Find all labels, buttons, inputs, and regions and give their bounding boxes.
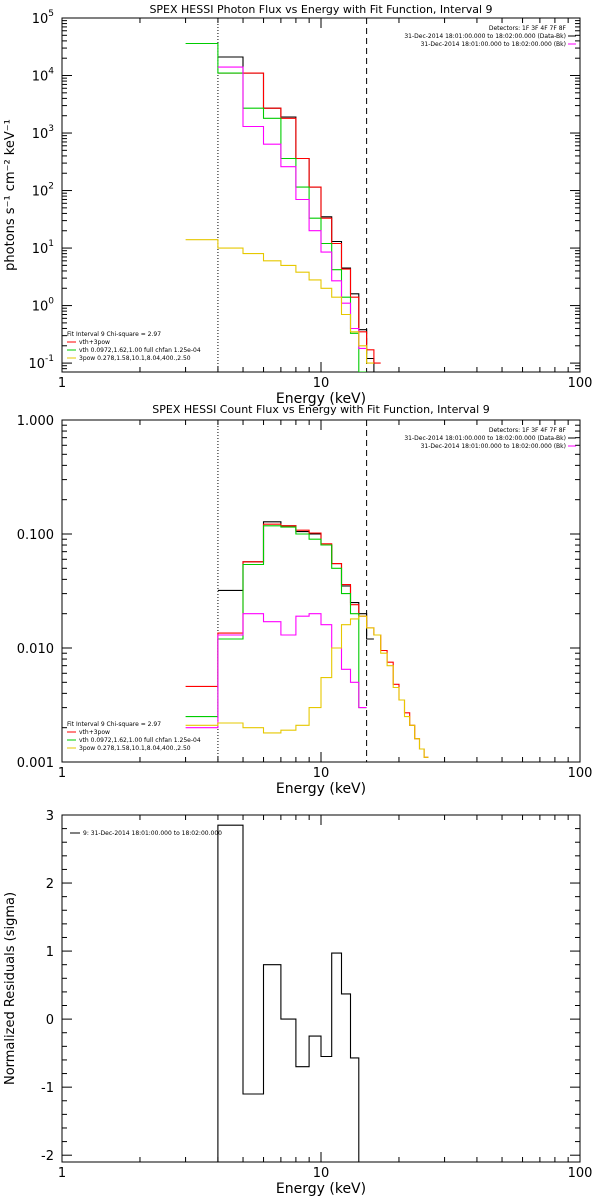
legend-entry: vth+3pow [79, 339, 110, 346]
y-tick-label: 101 [32, 239, 54, 257]
legend-entry: Detectors: 1F 3F 4F 7F 8F [489, 25, 567, 32]
y-tick-label: 105 [32, 9, 54, 27]
series-3-step [185, 42, 367, 372]
x-tick-label: 100 [568, 1166, 593, 1181]
y-tick-label: -2 [41, 1149, 54, 1164]
series-2-step [217, 72, 381, 364]
legend-entry: 31-Dec-2014 18:01:00.000 to 18:02:00.000… [421, 443, 566, 450]
legend-entry: Fit Interval 9 Chi-square = 2.97 [67, 721, 161, 728]
legend-entry: Fit Interval 9 Chi-square = 2.97 [67, 331, 161, 338]
y-tick-label: 0.001 [17, 756, 54, 771]
y-tick-label: 0.010 [17, 642, 54, 657]
x-tick-label: 1 [58, 1166, 66, 1181]
data-area [217, 824, 367, 1162]
legend-bottom-left: Fit Interval 9 Chi-square = 2.97vth+3pow… [67, 721, 201, 752]
x-axis-label: Energy (keV) [276, 781, 366, 797]
legend-bottom-left: Fit Interval 9 Chi-square = 2.97vth+3pow… [67, 331, 201, 362]
y-axis: 10-1 100 101 102 103 104 105 [28, 9, 580, 373]
legend-entry: Detectors: 1F 3F 4F 7F 8F [489, 427, 567, 434]
legend-entry: 31-Dec-2014 18:01:00.000 to 18:02:00.000… [421, 41, 566, 48]
legend-entry: 31-Dec-2014 18:01:00.000 to 18:02:00.000… [404, 435, 566, 442]
y-axis: -2 -1 0 1 2 3 [41, 809, 580, 1164]
x-axis: 1 10 100 [58, 815, 593, 1181]
x-tick-label: 1 [58, 376, 66, 391]
x-axis: 1 10 100 [58, 18, 593, 391]
y-tick-label: -1 [41, 1081, 54, 1096]
y-axis-label: photons s⁻¹ cm⁻² keV⁻¹ [3, 119, 18, 271]
chart-title: SPEX HESSI Count Flux vs Energy with Fit… [152, 403, 489, 416]
series-4-step [217, 66, 367, 349]
series-5-step [185, 615, 429, 758]
x-tick-label: 100 [568, 376, 593, 391]
x-axis: 1 10 100 [58, 420, 593, 781]
series-5-step [185, 239, 374, 364]
y-tick-label: 3 [46, 809, 54, 824]
x-axis-label: Energy (keV) [276, 1181, 366, 1197]
y-tick-label: 104 [32, 67, 55, 85]
series-3-step [185, 525, 367, 718]
x-tick-label: 10 [313, 376, 330, 391]
chart-panel-1: SPEX HESSI Photon Flux vs Energy with Fi… [3, 3, 592, 407]
series-2-step [185, 523, 429, 758]
legend-entry: vth 0.0972,1.62,1.00 full chfan 1.25e-04 [79, 737, 201, 744]
y-axis-label: Normalized Residuals (sigma) [3, 892, 18, 1085]
legend-entry: vth+3pow [79, 729, 110, 736]
legend-entry: 31-Dec-2014 18:01:00.000 to 18:02:00.000… [404, 33, 566, 40]
y-tick-label: 1.000 [17, 414, 54, 429]
series-4-step [185, 613, 367, 729]
plot-frame [61, 814, 581, 1163]
y-tick-label: 2 [46, 877, 54, 892]
chart-panel-2: SPEX HESSI Count Flux vs Energy with Fit… [17, 403, 593, 797]
y-tick-label: 10-1 [28, 354, 54, 372]
legend-entry: vth 0.0972,1.62,1.00 full chfan 1.25e-04 [79, 347, 201, 354]
y-tick-label: 0.100 [17, 528, 54, 543]
x-tick-label: 100 [568, 766, 593, 781]
x-tick-label: 10 [313, 766, 330, 781]
data-area [185, 18, 381, 372]
plot-frame [61, 419, 581, 763]
legend-entry: 3pow 0.278,1.58,10.1,8.04,400.,2.50 [79, 355, 191, 362]
data-area [185, 420, 429, 762]
y-tick-label: 102 [32, 182, 54, 200]
y-tick-label: 100 [32, 297, 55, 315]
y-axis: 0.001 0.010 0.100 1.000 [17, 414, 580, 771]
series-1-step [217, 824, 367, 1162]
chart-title: SPEX HESSI Photon Flux vs Energy with Fi… [149, 3, 492, 16]
series-1-step [217, 56, 381, 372]
y-tick-label: 103 [32, 124, 54, 142]
legend-entry: 3pow 0.278,1.58,10.1,8.04,400.,2.50 [79, 745, 191, 752]
x-axis-label: Energy (keV) [276, 391, 366, 407]
legend-top-left: 9: 31-Dec-2014 18:01:00.000 to 18:02:00.… [70, 830, 222, 837]
y-tick-label: 0 [46, 1013, 54, 1028]
legend-entry: 9: 31-Dec-2014 18:01:00.000 to 18:02:00.… [83, 830, 222, 837]
y-tick-label: 1 [46, 945, 54, 960]
x-tick-label: 1 [58, 766, 66, 781]
x-tick-label: 10 [313, 1166, 330, 1181]
chart-panel-3: 1 10 100 Energy (keV) -2 -1 0 1 2 3 Normalized Res… [3, 809, 592, 1197]
